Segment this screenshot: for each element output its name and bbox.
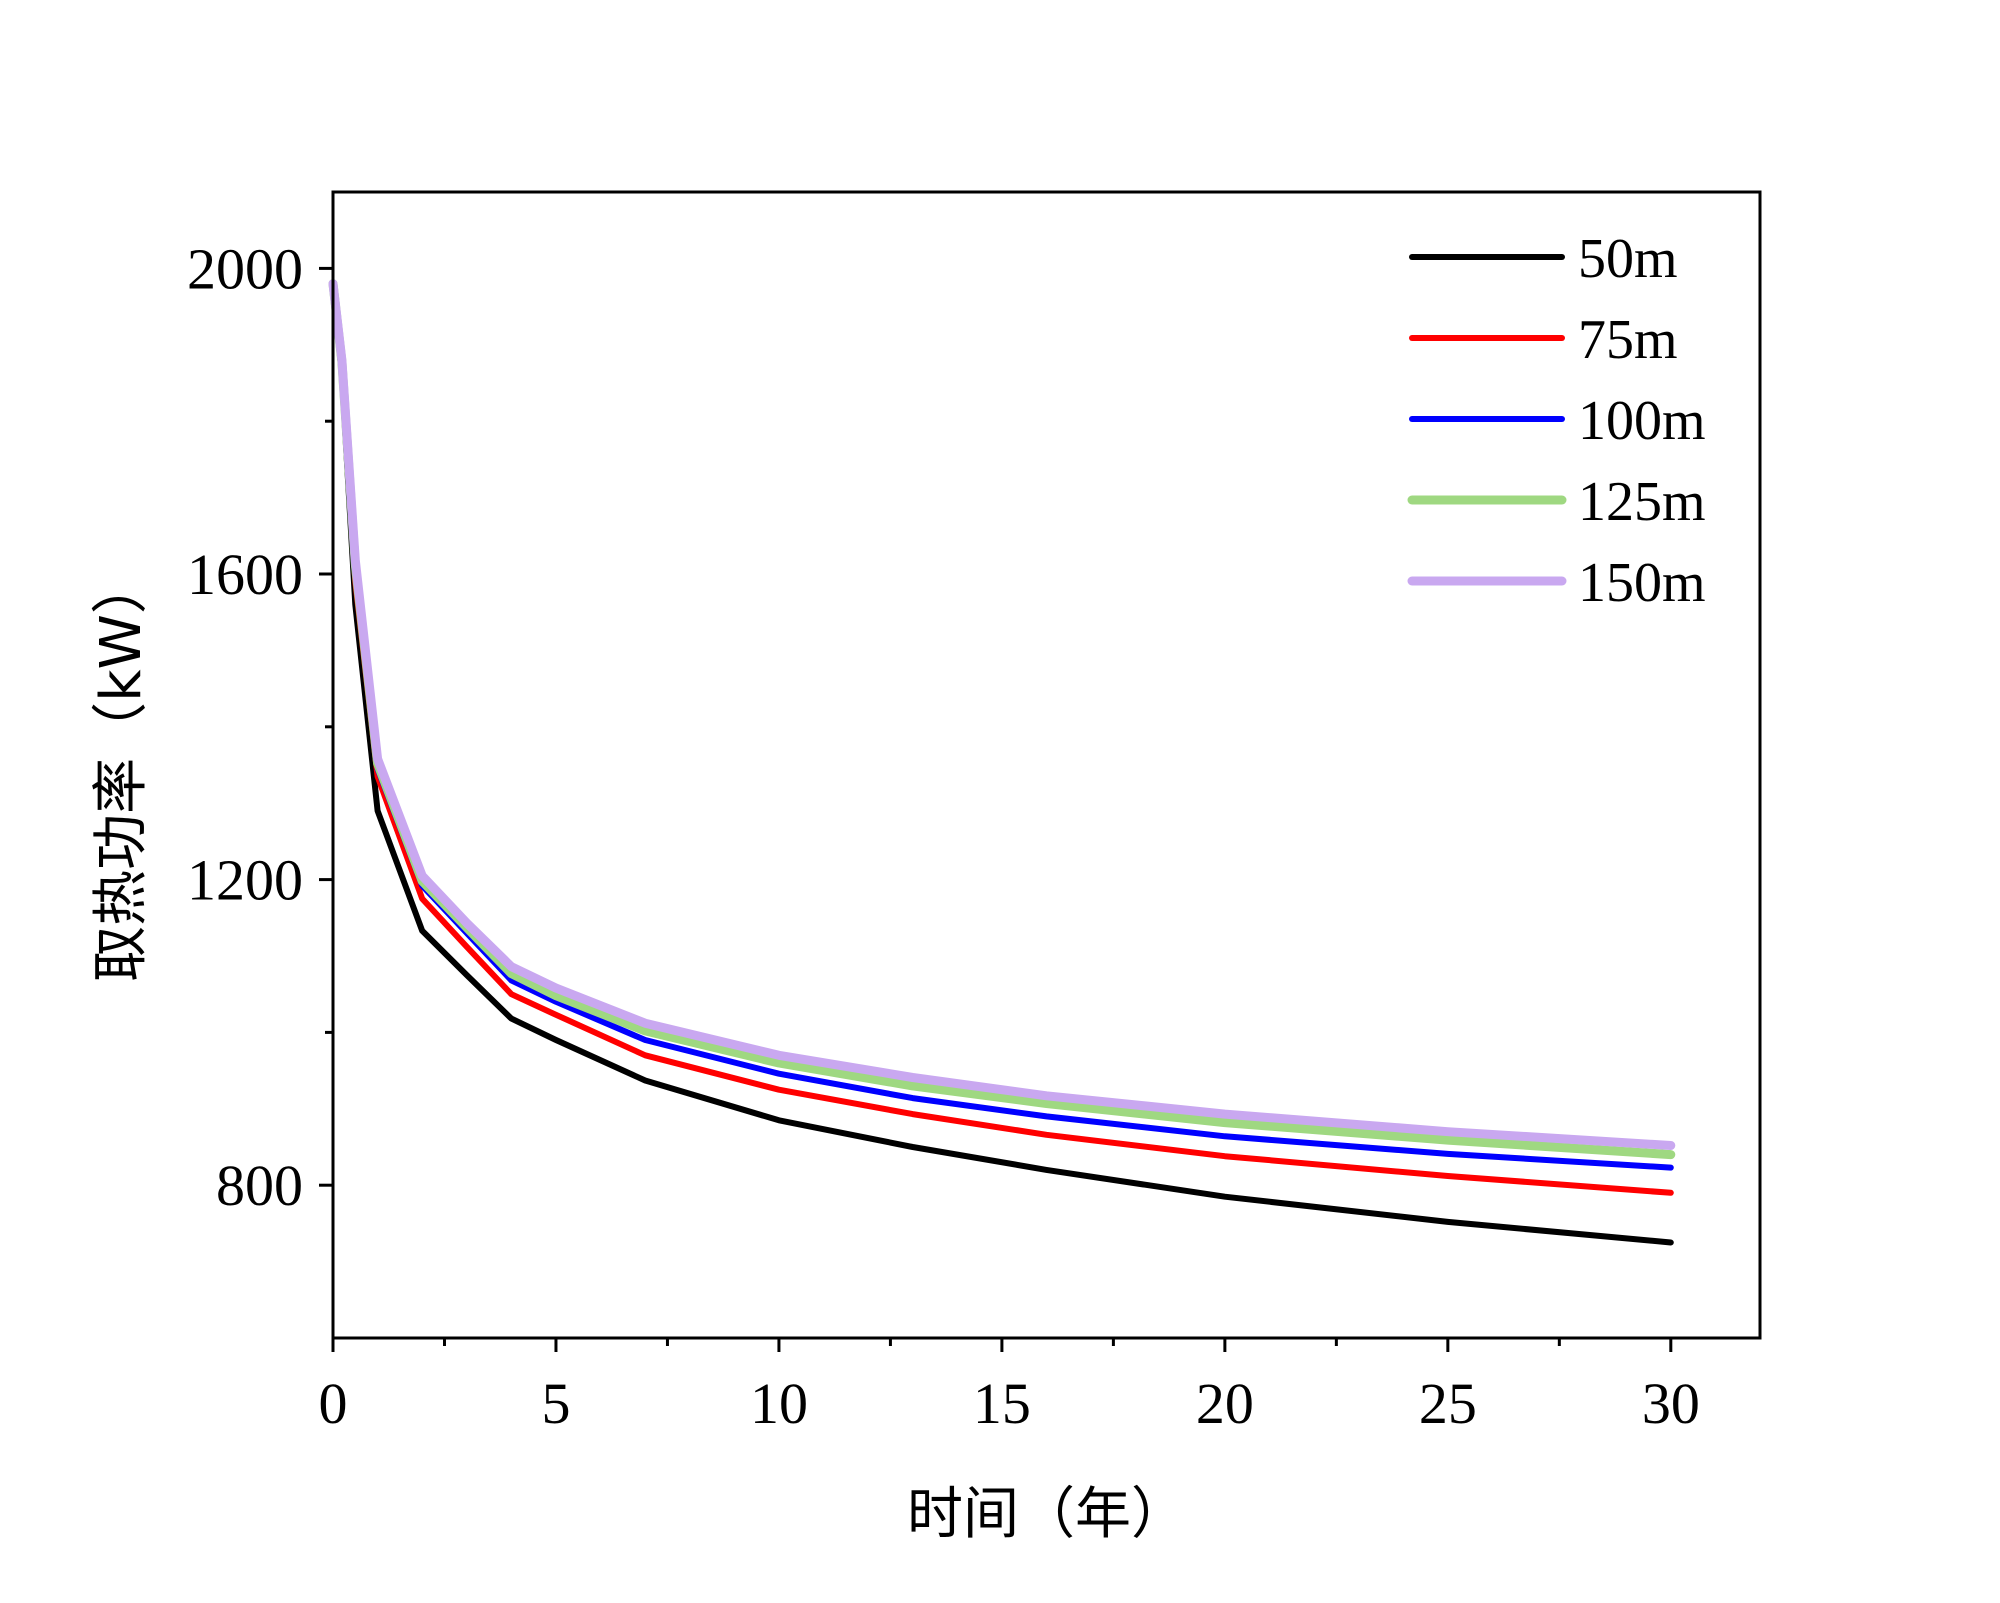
ticks-layer: 0 5 10 15 20 25 30 800 1200 1600 2000 bbox=[187, 236, 1700, 1436]
x-tick-label-30: 30 bbox=[1642, 1371, 1700, 1436]
x-tick-label-10: 10 bbox=[750, 1371, 808, 1436]
legend-label: 50m bbox=[1578, 228, 1678, 290]
legend-label: 100m bbox=[1578, 390, 1706, 452]
legend-label: 75m bbox=[1578, 309, 1678, 371]
y-tick-label-2000: 2000 bbox=[187, 236, 303, 301]
legend-item-50m: 50m bbox=[1409, 228, 1678, 290]
y-tick-label-800: 800 bbox=[216, 1153, 303, 1218]
legend-item-100m: 100m bbox=[1409, 390, 1706, 452]
y-tick-label-1200: 1200 bbox=[187, 848, 303, 913]
x-tick-label-5: 5 bbox=[541, 1371, 570, 1436]
x-axis-title: 时间（年） bbox=[907, 1482, 1187, 1547]
legend-item-75m: 75m bbox=[1409, 309, 1678, 371]
series-line-150m bbox=[328, 279, 1676, 1150]
legend-label: 150m bbox=[1578, 552, 1706, 614]
y-axis-title: 取热功率（kW） bbox=[89, 558, 154, 982]
legend: 50m 75m 100m 125m 150m bbox=[1407, 228, 1706, 614]
series-layer bbox=[328, 279, 1676, 1246]
x-tick-label-15: 15 bbox=[973, 1371, 1031, 1436]
series-line-50m bbox=[330, 280, 1674, 1246]
legend-item-150m: 150m bbox=[1407, 552, 1706, 614]
legend-label: 125m bbox=[1578, 471, 1706, 533]
y-tick-label-1600: 1600 bbox=[187, 542, 303, 607]
x-tick-label-0: 0 bbox=[319, 1371, 348, 1436]
x-tick-label-20: 20 bbox=[1196, 1371, 1254, 1436]
plot-frame bbox=[331, 190, 1762, 1340]
x-tick-label-25: 25 bbox=[1419, 1371, 1477, 1436]
legend-item-125m: 125m bbox=[1407, 471, 1706, 533]
